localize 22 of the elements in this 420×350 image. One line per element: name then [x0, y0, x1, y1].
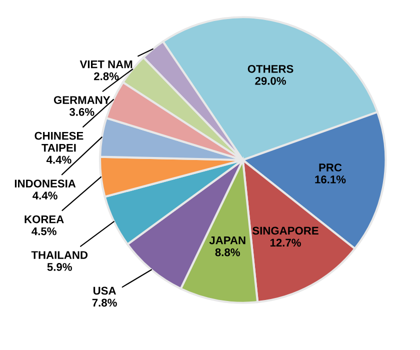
slice-label: PRC: [319, 164, 342, 172]
slice-label: VIET NAM: [80, 60, 132, 68]
data-label: 12.7%: [270, 238, 301, 247]
data-label: 3.6%: [69, 108, 94, 116]
slice-label: OTHERS: [248, 64, 294, 73]
data-label: 29.0%: [255, 76, 286, 85]
slice-label: SINGAPORE: [252, 226, 318, 235]
data-label: 4.5%: [32, 227, 56, 236]
data-label: 4.4%: [32, 192, 58, 200]
slice-label: USA: [93, 286, 116, 295]
data-label: 16.1%: [315, 176, 346, 184]
data-label: 2.8%: [94, 72, 119, 80]
slice-label: GERMANY: [54, 96, 110, 104]
data-label: 4.4%: [46, 156, 72, 164]
slice-label: KOREA: [24, 215, 64, 224]
slice-label: THAILAND: [31, 251, 88, 259]
slice-label: JAPAN: [209, 236, 246, 244]
slice-label: CHINESE TAIPEI: [34, 132, 84, 152]
slice-label: INDONESIA: [14, 180, 76, 188]
data-label: 5.9%: [47, 263, 72, 271]
data-label: 7.8%: [92, 298, 117, 307]
data-label: 8.8%: [215, 248, 240, 256]
